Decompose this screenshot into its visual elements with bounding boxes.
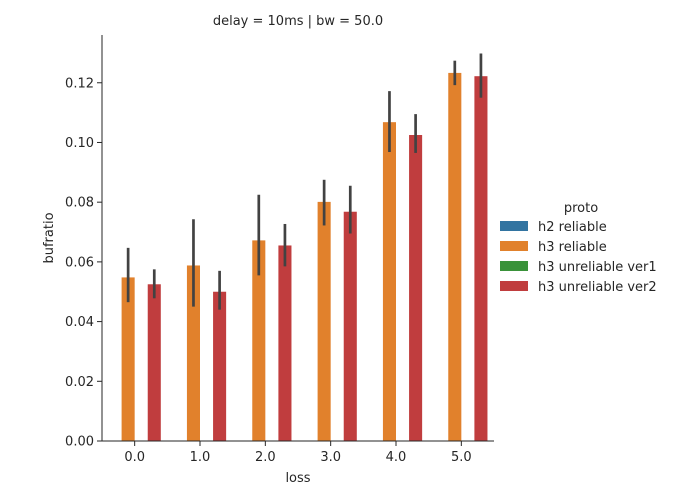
y-tick-label: 0.00 [65, 435, 94, 450]
bar [474, 76, 488, 442]
y-tick-label: 0.02 [65, 375, 94, 390]
legend-swatch [500, 241, 528, 251]
bar [213, 291, 227, 441]
legend: proto h2 reliable h3 reliable h3 unreliabl… [500, 201, 657, 295]
legend-title: proto [564, 201, 598, 216]
x-tick-label: 2.0 [255, 450, 276, 465]
legend-label: h3 reliable [538, 240, 607, 255]
x-tick-label: 3.0 [320, 450, 341, 465]
bar [186, 265, 200, 441]
bar [278, 245, 292, 441]
bar [252, 240, 266, 441]
y-tick-label: 0.10 [65, 136, 94, 151]
y-tick-label: 0.12 [65, 76, 94, 91]
y-tick-label: 0.04 [65, 315, 94, 330]
x-axis-label: loss [285, 471, 310, 486]
x-tick-label: 1.0 [190, 450, 211, 465]
x-tick-label: 5.0 [451, 450, 472, 465]
legend-swatch [500, 221, 528, 231]
bar [317, 201, 331, 441]
legend-swatch [500, 281, 528, 291]
y-tick-label: 0.08 [65, 196, 94, 211]
legend-label: h2 reliable [538, 220, 607, 235]
bar [382, 122, 396, 441]
bar [409, 135, 423, 441]
legend-swatch [500, 261, 528, 271]
x-tick-label: 0.0 [124, 450, 145, 465]
bar [448, 72, 462, 441]
legend-label: h3 unreliable ver2 [538, 280, 657, 295]
bar [121, 277, 135, 441]
plot-area: 0.00 0.02 0.04 0.06 0.08 0.10 0.12 0.0 1.0 2.0 3.0… [65, 53, 488, 465]
y-axis-label: bufratio [42, 212, 57, 263]
y-tick-label: 0.06 [65, 255, 94, 270]
legend-label: h3 unreliable ver1 [538, 260, 657, 275]
x-tick-label: 4.0 [386, 450, 407, 465]
bar [343, 211, 357, 441]
chart-title: delay = 10ms | bw = 50.0 [213, 14, 383, 29]
bar [147, 284, 161, 441]
